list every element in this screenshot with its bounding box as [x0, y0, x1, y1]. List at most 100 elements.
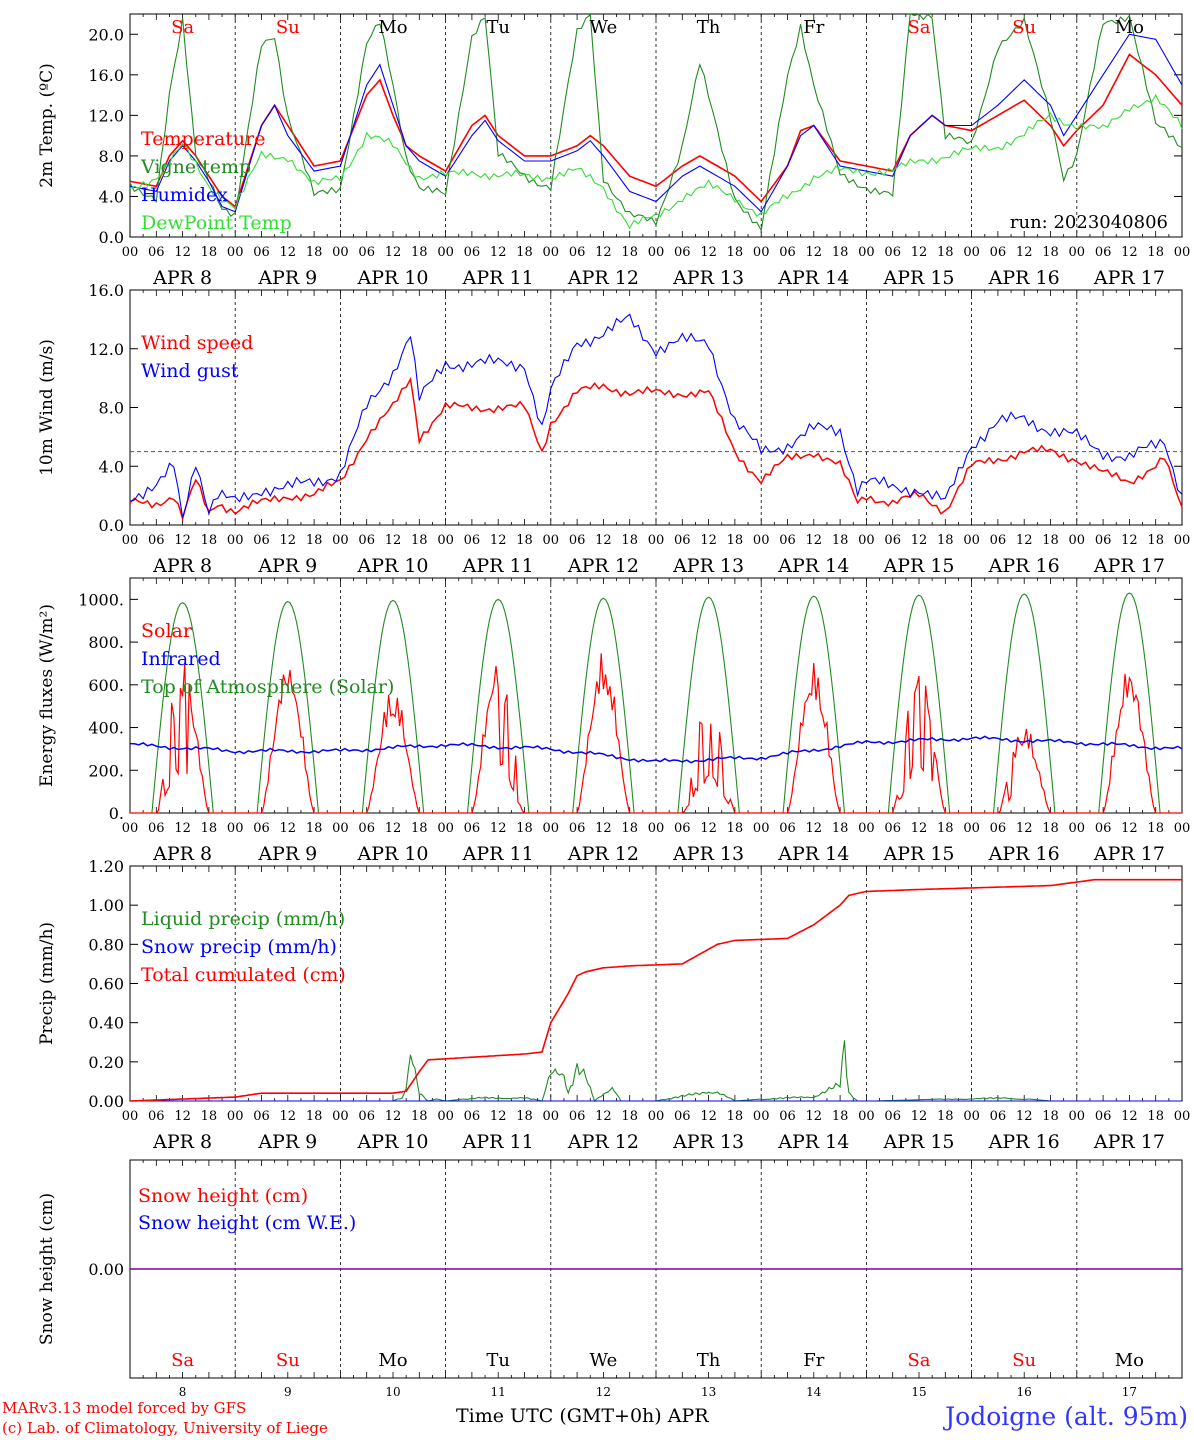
date-label: APR 15 — [882, 1131, 954, 1153]
y-tick-label: 1.20 — [88, 857, 124, 876]
hour-tick-label: 18 — [727, 1109, 744, 1124]
date-label: APR 17 — [1093, 1131, 1165, 1153]
hour-tick-label: 06 — [148, 245, 165, 260]
hour-tick-label: 06 — [990, 533, 1007, 548]
legend-entry: Liquid precip (mm/h) — [141, 908, 345, 930]
hour-tick-label: 18 — [937, 821, 954, 836]
hour-tick-label: 06 — [884, 245, 901, 260]
hour-tick-label: 12 — [280, 245, 297, 260]
date-label: APR 16 — [988, 1131, 1060, 1153]
date-label: APR 13 — [672, 843, 744, 865]
hour-tick-label: 00 — [332, 821, 349, 836]
hour-tick-label: 18 — [1042, 1109, 1059, 1124]
date-label: APR 17 — [1093, 267, 1165, 289]
hour-tick-label: 00 — [332, 533, 349, 548]
day-number-label: 13 — [701, 1385, 716, 1399]
hour-tick-label: 12 — [595, 821, 612, 836]
date-label: APR 15 — [882, 267, 954, 289]
hour-tick-label: 00 — [753, 533, 770, 548]
y-tick-label: 0. — [109, 804, 124, 823]
hour-tick-label: 18 — [306, 821, 323, 836]
date-label: APR 17 — [1093, 843, 1165, 865]
legend-entry: DewPoint Temp — [141, 212, 292, 234]
legend-entry: Humidex — [141, 184, 228, 206]
hour-tick-label: 18 — [201, 1109, 218, 1124]
hour-tick-label: 06 — [358, 533, 375, 548]
hour-tick-label: 12 — [700, 245, 717, 260]
total-cumulated-line — [129, 878, 1182, 1102]
weekday-label: Tu — [486, 17, 510, 38]
weekday-label: Fr — [803, 1350, 824, 1371]
day-number-label: 15 — [911, 1385, 926, 1399]
hour-tick-label: 18 — [411, 821, 428, 836]
hour-tick-label: 18 — [727, 533, 744, 548]
hour-tick-label: 12 — [806, 533, 823, 548]
legend-entry: Snow precip (mm/h) — [141, 936, 337, 958]
hour-tick-label: 12 — [1121, 821, 1138, 836]
y-tick-label: 600. — [88, 676, 124, 695]
hour-tick-label: 18 — [937, 533, 954, 548]
y-tick-label: 400. — [88, 719, 124, 738]
hour-tick-label: 06 — [1095, 1109, 1112, 1124]
hour-tick-label: 18 — [1147, 245, 1164, 260]
weekday-label: Fr — [803, 17, 824, 38]
hour-tick-label: 12 — [490, 533, 507, 548]
y-tick-label: 8.0 — [99, 399, 124, 418]
wind-speed-line — [129, 376, 1183, 522]
date-label: APR 10 — [356, 555, 428, 577]
legend-entry: Top of Atmosphere (Solar) — [141, 676, 394, 698]
y-tick-label: 12.0 — [88, 340, 124, 359]
y-tick-label: 0.00 — [88, 1092, 124, 1111]
hour-tick-label: 00 — [1069, 245, 1086, 260]
hour-tick-label: 00 — [227, 1109, 244, 1124]
hour-tick-label: 00 — [648, 245, 665, 260]
hour-tick-label: 18 — [1147, 821, 1164, 836]
legend-entry: Wind gust — [141, 360, 239, 382]
date-label: APR 12 — [567, 843, 639, 865]
hour-tick-label: 18 — [201, 245, 218, 260]
hour-tick-label: 18 — [411, 533, 428, 548]
y-tick-label: 8.0 — [99, 147, 124, 166]
legend-entry: Infrared — [141, 648, 221, 670]
hour-tick-label: 12 — [1121, 533, 1138, 548]
hour-tick-label: 12 — [174, 821, 191, 836]
date-label: APR 11 — [462, 555, 534, 577]
hour-tick-label: 06 — [253, 245, 270, 260]
hour-tick-label: 06 — [990, 245, 1007, 260]
date-label: APR 8 — [152, 555, 212, 577]
hour-tick-label: 18 — [1042, 821, 1059, 836]
hour-tick-label: 00 — [227, 821, 244, 836]
hour-tick-label: 12 — [806, 245, 823, 260]
hour-tick-label: 12 — [1016, 533, 1033, 548]
y-axis-label: 10m Wind (m/s) — [37, 339, 57, 476]
hour-tick-label: 12 — [806, 1109, 823, 1124]
hour-tick-label: 12 — [911, 821, 928, 836]
weekday-label: Su — [1012, 17, 1036, 38]
hour-tick-label: 00 — [227, 245, 244, 260]
y-tick-label: 0.80 — [88, 935, 124, 954]
hour-tick-label: 06 — [569, 1109, 586, 1124]
hour-tick-label: 12 — [595, 245, 612, 260]
hour-tick-label: 06 — [1095, 821, 1112, 836]
hour-tick-label: 00 — [1174, 821, 1191, 836]
y-tick-label: 0.00 — [88, 1260, 124, 1279]
hour-tick-label: 12 — [174, 533, 191, 548]
hour-tick-label: 06 — [569, 245, 586, 260]
weekday-label: Sa — [907, 1350, 930, 1371]
date-label: APR 13 — [672, 555, 744, 577]
hour-tick-label: 12 — [595, 533, 612, 548]
hour-tick-label: 00 — [543, 245, 560, 260]
x-axis-title: Time UTC (GMT+0h) APR — [456, 1405, 709, 1427]
day-number-label: 17 — [1122, 1385, 1137, 1399]
temperature-line — [129, 53, 1183, 208]
legend-entry: Snow height (cm W.E.) — [138, 1212, 356, 1234]
hour-tick-label: 18 — [516, 245, 533, 260]
hour-tick-label: 18 — [1042, 245, 1059, 260]
legend-entry: Vigne temp — [140, 156, 251, 178]
hour-tick-label: 06 — [779, 533, 796, 548]
model-credit: MARv3.13 model forced by GFS — [2, 1399, 247, 1417]
lab-credit: (c) Lab. of Climatology, University of L… — [2, 1419, 328, 1437]
day-number-label: 11 — [491, 1385, 506, 1399]
hour-tick-label: 00 — [543, 821, 560, 836]
